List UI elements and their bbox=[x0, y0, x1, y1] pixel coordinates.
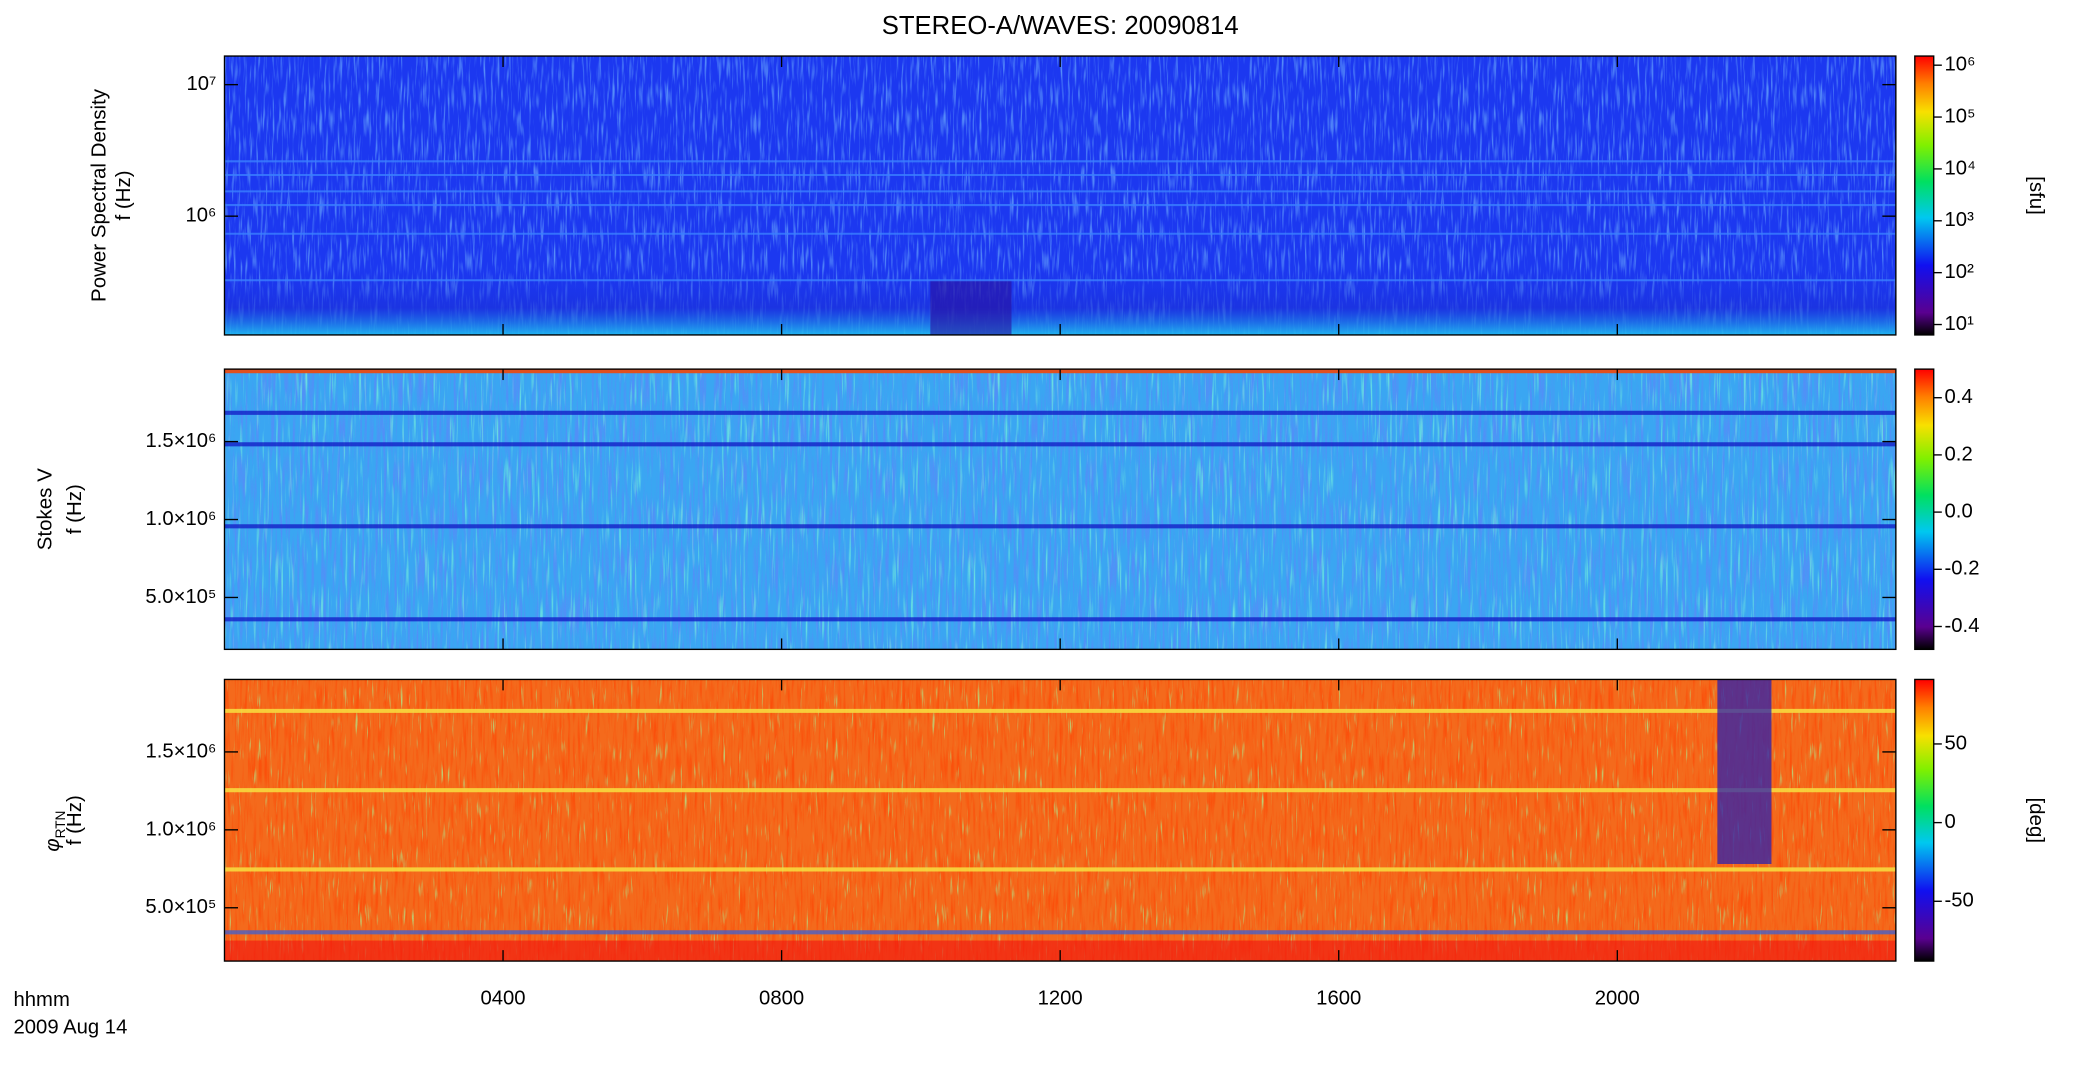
colorbar-tick-label: 10¹ bbox=[1945, 313, 1975, 335]
y-tick-label: 5.0×10⁵ bbox=[145, 896, 216, 918]
y-axis-label-symbol: φ bbox=[43, 838, 65, 851]
colorbar-label: [sfu] bbox=[2025, 176, 2047, 215]
y-tick-label: 1.0×10⁶ bbox=[145, 818, 216, 840]
y-axis-label: Stokes V bbox=[34, 468, 56, 550]
colorbar-tick-label: 10³ bbox=[1945, 209, 1975, 231]
x-tick-label: 0400 bbox=[480, 988, 525, 1010]
colorbar-tick-label: 10⁶ bbox=[1945, 54, 1976, 76]
colorbar-tick-label: 0 bbox=[1945, 811, 1956, 833]
colorbar-tick-label: 0.0 bbox=[1945, 500, 1973, 522]
chart-title: STEREO-A/WAVES: 20090814 bbox=[882, 12, 1239, 40]
y-tick-label: 1.0×10⁶ bbox=[145, 508, 216, 530]
date-label: 2009 Aug 14 bbox=[14, 1016, 128, 1038]
colorbar-tick-label: 0.4 bbox=[1945, 386, 1973, 408]
y-axis-label-2: f (Hz) bbox=[64, 795, 86, 845]
y-axis-label-2: f (Hz) bbox=[64, 484, 86, 534]
x-tick-label: 0800 bbox=[759, 988, 804, 1010]
colorbar bbox=[1914, 678, 1935, 962]
colorbar-tick-label: -0.4 bbox=[1945, 615, 1980, 637]
colorbar-tick-label: 10⁴ bbox=[1945, 157, 1976, 179]
x-tick-label: 2000 bbox=[1595, 988, 1640, 1010]
y-axis-label-2: f (Hz) bbox=[113, 170, 135, 220]
colorbar-label: [deg] bbox=[2025, 797, 2047, 843]
colorbar-tick-label: -0.2 bbox=[1945, 558, 1980, 580]
y-axis-label: Power Spectral Density bbox=[89, 88, 111, 302]
colorbar-tick-label: 10² bbox=[1945, 261, 1975, 283]
spectrogram-2 bbox=[224, 369, 1896, 650]
colorbar bbox=[1914, 55, 1935, 336]
spectrogram-3 bbox=[224, 679, 1896, 962]
y-tick-label: 1.5×10⁶ bbox=[145, 430, 216, 452]
x-axis-label: hhmm bbox=[14, 989, 70, 1011]
spectrogram-1 bbox=[224, 56, 1896, 335]
y-tick-label: 10⁷ bbox=[186, 73, 216, 95]
x-tick-label: 1600 bbox=[1316, 988, 1361, 1010]
colorbar-tick-label: 50 bbox=[1945, 732, 1968, 754]
y-tick-label: 10⁶ bbox=[185, 204, 216, 226]
colorbar-tick-label: 10⁵ bbox=[1945, 105, 1976, 127]
y-tick-label: 1.5×10⁶ bbox=[145, 740, 216, 762]
colorbar bbox=[1914, 368, 1935, 651]
y-tick-label: 5.0×10⁵ bbox=[145, 586, 216, 608]
colorbar-tick-label: 0.2 bbox=[1945, 443, 1973, 465]
y-axis-label: φRTN bbox=[43, 811, 68, 852]
y-axis-label-subscript: RTN bbox=[52, 811, 67, 839]
colorbar-tick-label: -50 bbox=[1945, 890, 1974, 912]
x-tick-label: 1200 bbox=[1038, 988, 1083, 1010]
